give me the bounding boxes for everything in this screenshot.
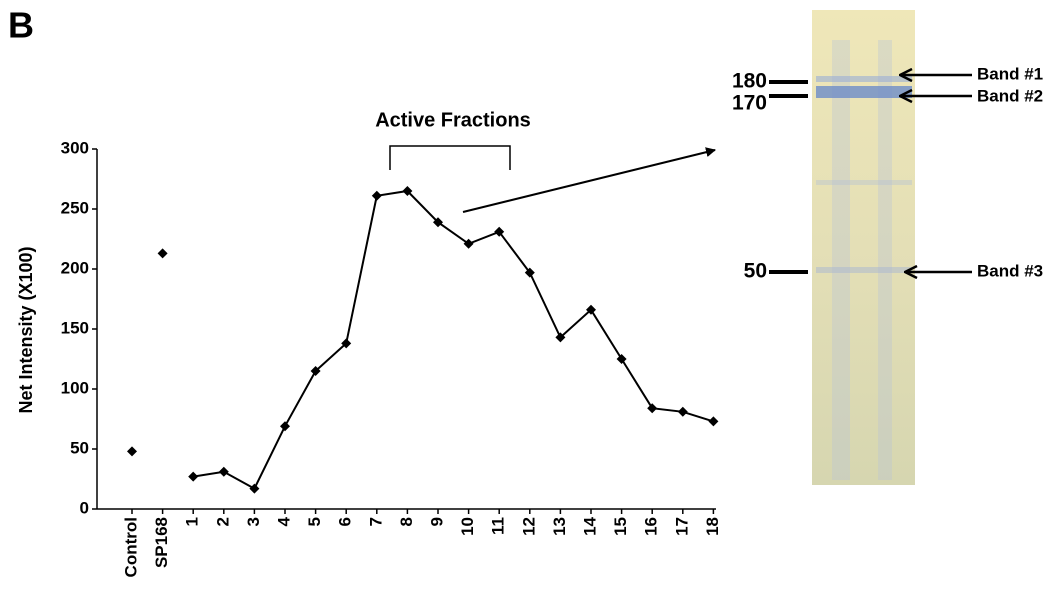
x-tick-label: 5 — [305, 517, 324, 526]
data-point — [402, 186, 413, 196]
gel-band — [816, 86, 912, 98]
data-point — [157, 248, 168, 259]
x-tick-label: 11 — [489, 517, 508, 535]
data-point — [524, 267, 535, 278]
gel — [812, 10, 915, 485]
y-tick-label: 200 — [61, 258, 89, 277]
y-tick-label: 100 — [61, 378, 89, 397]
y-tick-label: 250 — [61, 198, 89, 217]
y-tick-label: 0 — [80, 498, 89, 517]
gel-lane — [832, 40, 850, 480]
bracket — [389, 145, 511, 170]
data-point — [310, 366, 321, 376]
pointer-arrow — [462, 147, 716, 213]
mw-marker: 170 — [732, 92, 767, 115]
data-point — [586, 304, 596, 315]
gel-band — [816, 76, 912, 82]
data-point — [708, 416, 719, 427]
y-tick-label: 300 — [61, 138, 89, 157]
gel-band — [816, 180, 912, 185]
data-line — [193, 189, 714, 490]
data-point — [371, 190, 382, 201]
data-point — [677, 406, 688, 417]
panel-label: B — [8, 5, 34, 46]
data-point — [188, 471, 199, 482]
x-tick-label: 15 — [611, 517, 630, 536]
x-tick-label: 10 — [458, 517, 477, 536]
gel-band — [816, 267, 912, 273]
x-tick-label: Control — [121, 517, 140, 577]
x-tick-label: 12 — [519, 517, 538, 536]
data-point — [555, 332, 566, 343]
y-axis-label: Net Intensity (X100) — [16, 246, 36, 413]
x-tick-label: SP168 — [152, 517, 171, 568]
x-tick-label: 13 — [550, 517, 569, 536]
x-tick-label: 6 — [336, 517, 355, 526]
x-tick-label: 8 — [397, 517, 416, 526]
data-point — [249, 483, 260, 494]
mw-marker: 180 — [732, 70, 767, 93]
x-tick-label: 17 — [672, 517, 691, 536]
x-tick-label: 18 — [703, 517, 722, 536]
data-point — [463, 238, 474, 249]
band-label: Band #1 — [977, 64, 1043, 83]
x-tick-label: 3 — [244, 517, 263, 526]
gel-lane — [878, 40, 892, 480]
data-point — [280, 421, 290, 432]
x-tick-label: 14 — [580, 516, 599, 535]
x-tick-label: 2 — [213, 517, 232, 526]
data-point — [647, 403, 658, 414]
x-tick-label: 7 — [366, 517, 385, 526]
data-point — [616, 354, 627, 364]
band-label: Band #2 — [977, 86, 1043, 105]
data-point — [127, 446, 137, 457]
x-tick-label: 16 — [642, 517, 661, 536]
x-tick-label: 1 — [183, 517, 202, 526]
data-point — [218, 466, 229, 477]
data-point — [433, 217, 443, 228]
band-label: Band #3 — [977, 261, 1043, 280]
y-tick-label: 150 — [61, 318, 89, 337]
mw-marker: 50 — [744, 260, 767, 283]
data-point — [341, 338, 352, 349]
y-tick-label: 50 — [70, 438, 89, 457]
x-tick-label: 4 — [274, 516, 293, 526]
annotation: Active Fractions — [375, 109, 531, 131]
x-tick-label: 9 — [427, 517, 446, 526]
data-point — [494, 226, 505, 237]
